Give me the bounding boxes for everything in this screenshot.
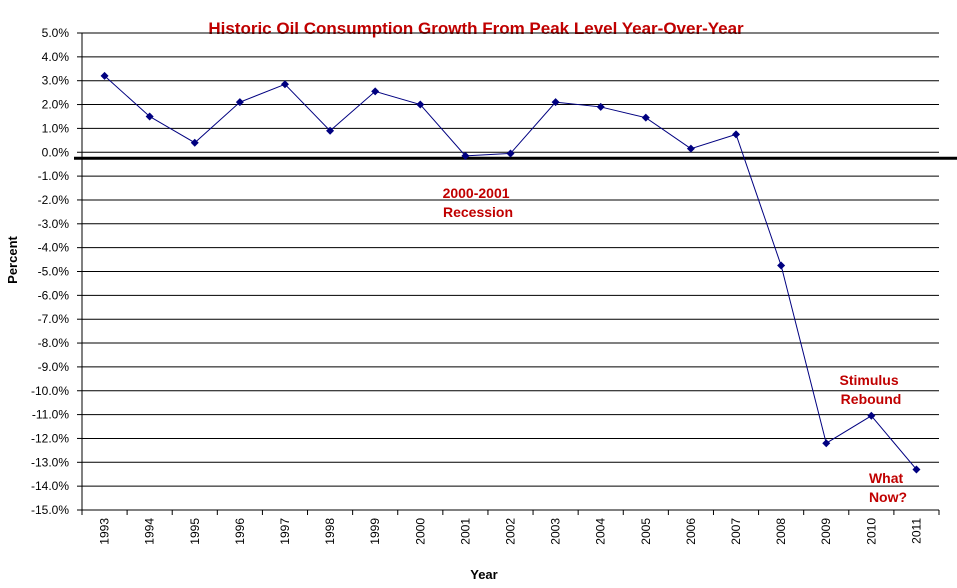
y-tick-label: -4.0%: [38, 241, 70, 255]
x-tick-label: 2004: [594, 518, 608, 545]
x-tick-label: 2007: [729, 518, 743, 545]
y-tick-label: -2.0%: [38, 193, 70, 207]
y-tick-label: 0.0%: [42, 145, 70, 159]
data-point-2005: [641, 113, 650, 122]
series-line: [104, 75, 917, 470]
y-tick-label: -5.0%: [38, 265, 70, 279]
data-point-2004: [596, 102, 605, 111]
x-axis-label: Year: [470, 567, 497, 582]
data-point-2011: [912, 465, 921, 474]
y-tick-label: -6.0%: [38, 288, 70, 302]
y-tick-label: 3.0%: [42, 74, 70, 88]
data-point-2001: [461, 151, 470, 160]
y-tick-label: -8.0%: [38, 336, 70, 350]
data-point-1999: [371, 87, 380, 96]
chart-title: Historic Oil Consumption Growth From Pea…: [208, 19, 744, 38]
data-point-1995: [190, 138, 199, 147]
y-tick-label: 4.0%: [42, 50, 70, 64]
data-point-1993: [100, 71, 109, 80]
x-tick-label: 1997: [278, 518, 292, 545]
y-tick-label: -13.0%: [31, 455, 69, 469]
y-tick-label: 2.0%: [42, 98, 70, 112]
x-tick-label: 1993: [98, 518, 112, 545]
y-tick-label: -9.0%: [38, 360, 70, 374]
x-tick-label: 1995: [188, 518, 202, 545]
y-tick-label: -1.0%: [38, 169, 70, 183]
x-tick-label: 2001: [458, 518, 472, 545]
x-tick-label: 2000: [413, 518, 427, 545]
data-point-1996: [235, 98, 244, 107]
y-tick-label: -10.0%: [31, 384, 69, 398]
x-tick-label: 2002: [504, 518, 518, 545]
data-point-2009: [822, 439, 831, 448]
x-tick-label: 1998: [323, 518, 337, 545]
y-tick-label: -11.0%: [32, 408, 69, 422]
data-point-1997: [280, 80, 289, 89]
y-tick-label: 5.0%: [42, 26, 70, 40]
data-point-2007: [732, 130, 741, 139]
annotation-recession: 2000-2001 Recession: [443, 185, 514, 220]
x-tick-label: 2011: [909, 518, 923, 544]
data-point-2000: [416, 100, 425, 109]
data-point-2006: [686, 144, 695, 153]
y-tick-label: -15.0%: [31, 503, 69, 517]
data-point-2002: [506, 149, 515, 158]
x-tick-label: 1996: [233, 518, 247, 545]
x-tick-label: 2009: [819, 518, 833, 545]
y-axis-label: Percent: [5, 235, 20, 283]
y-tick-label: -14.0%: [31, 479, 69, 493]
annotation-stimulus: Stimulus Rebound: [839, 372, 902, 407]
x-tick-label: 1994: [143, 518, 157, 545]
data-point-2008: [777, 261, 786, 270]
annotation-what-now: What Now?: [869, 470, 907, 505]
x-tick-label: 1999: [368, 518, 382, 545]
y-tick-label: -7.0%: [38, 312, 70, 326]
x-tick-label: 2010: [864, 518, 878, 545]
data-point-2003: [551, 98, 560, 107]
data-point-2010: [867, 411, 876, 420]
data-point-1998: [326, 126, 335, 135]
x-tick-label: 2005: [639, 518, 653, 545]
y-tick-label: 1.0%: [42, 121, 70, 135]
y-tick-label: -12.0%: [31, 431, 69, 445]
y-tick-label: -3.0%: [38, 217, 70, 231]
x-tick-label: 2006: [684, 518, 698, 545]
x-tick-label: 2008: [774, 518, 788, 545]
x-tick-label: 2003: [549, 518, 563, 545]
data-point-1994: [145, 112, 154, 121]
